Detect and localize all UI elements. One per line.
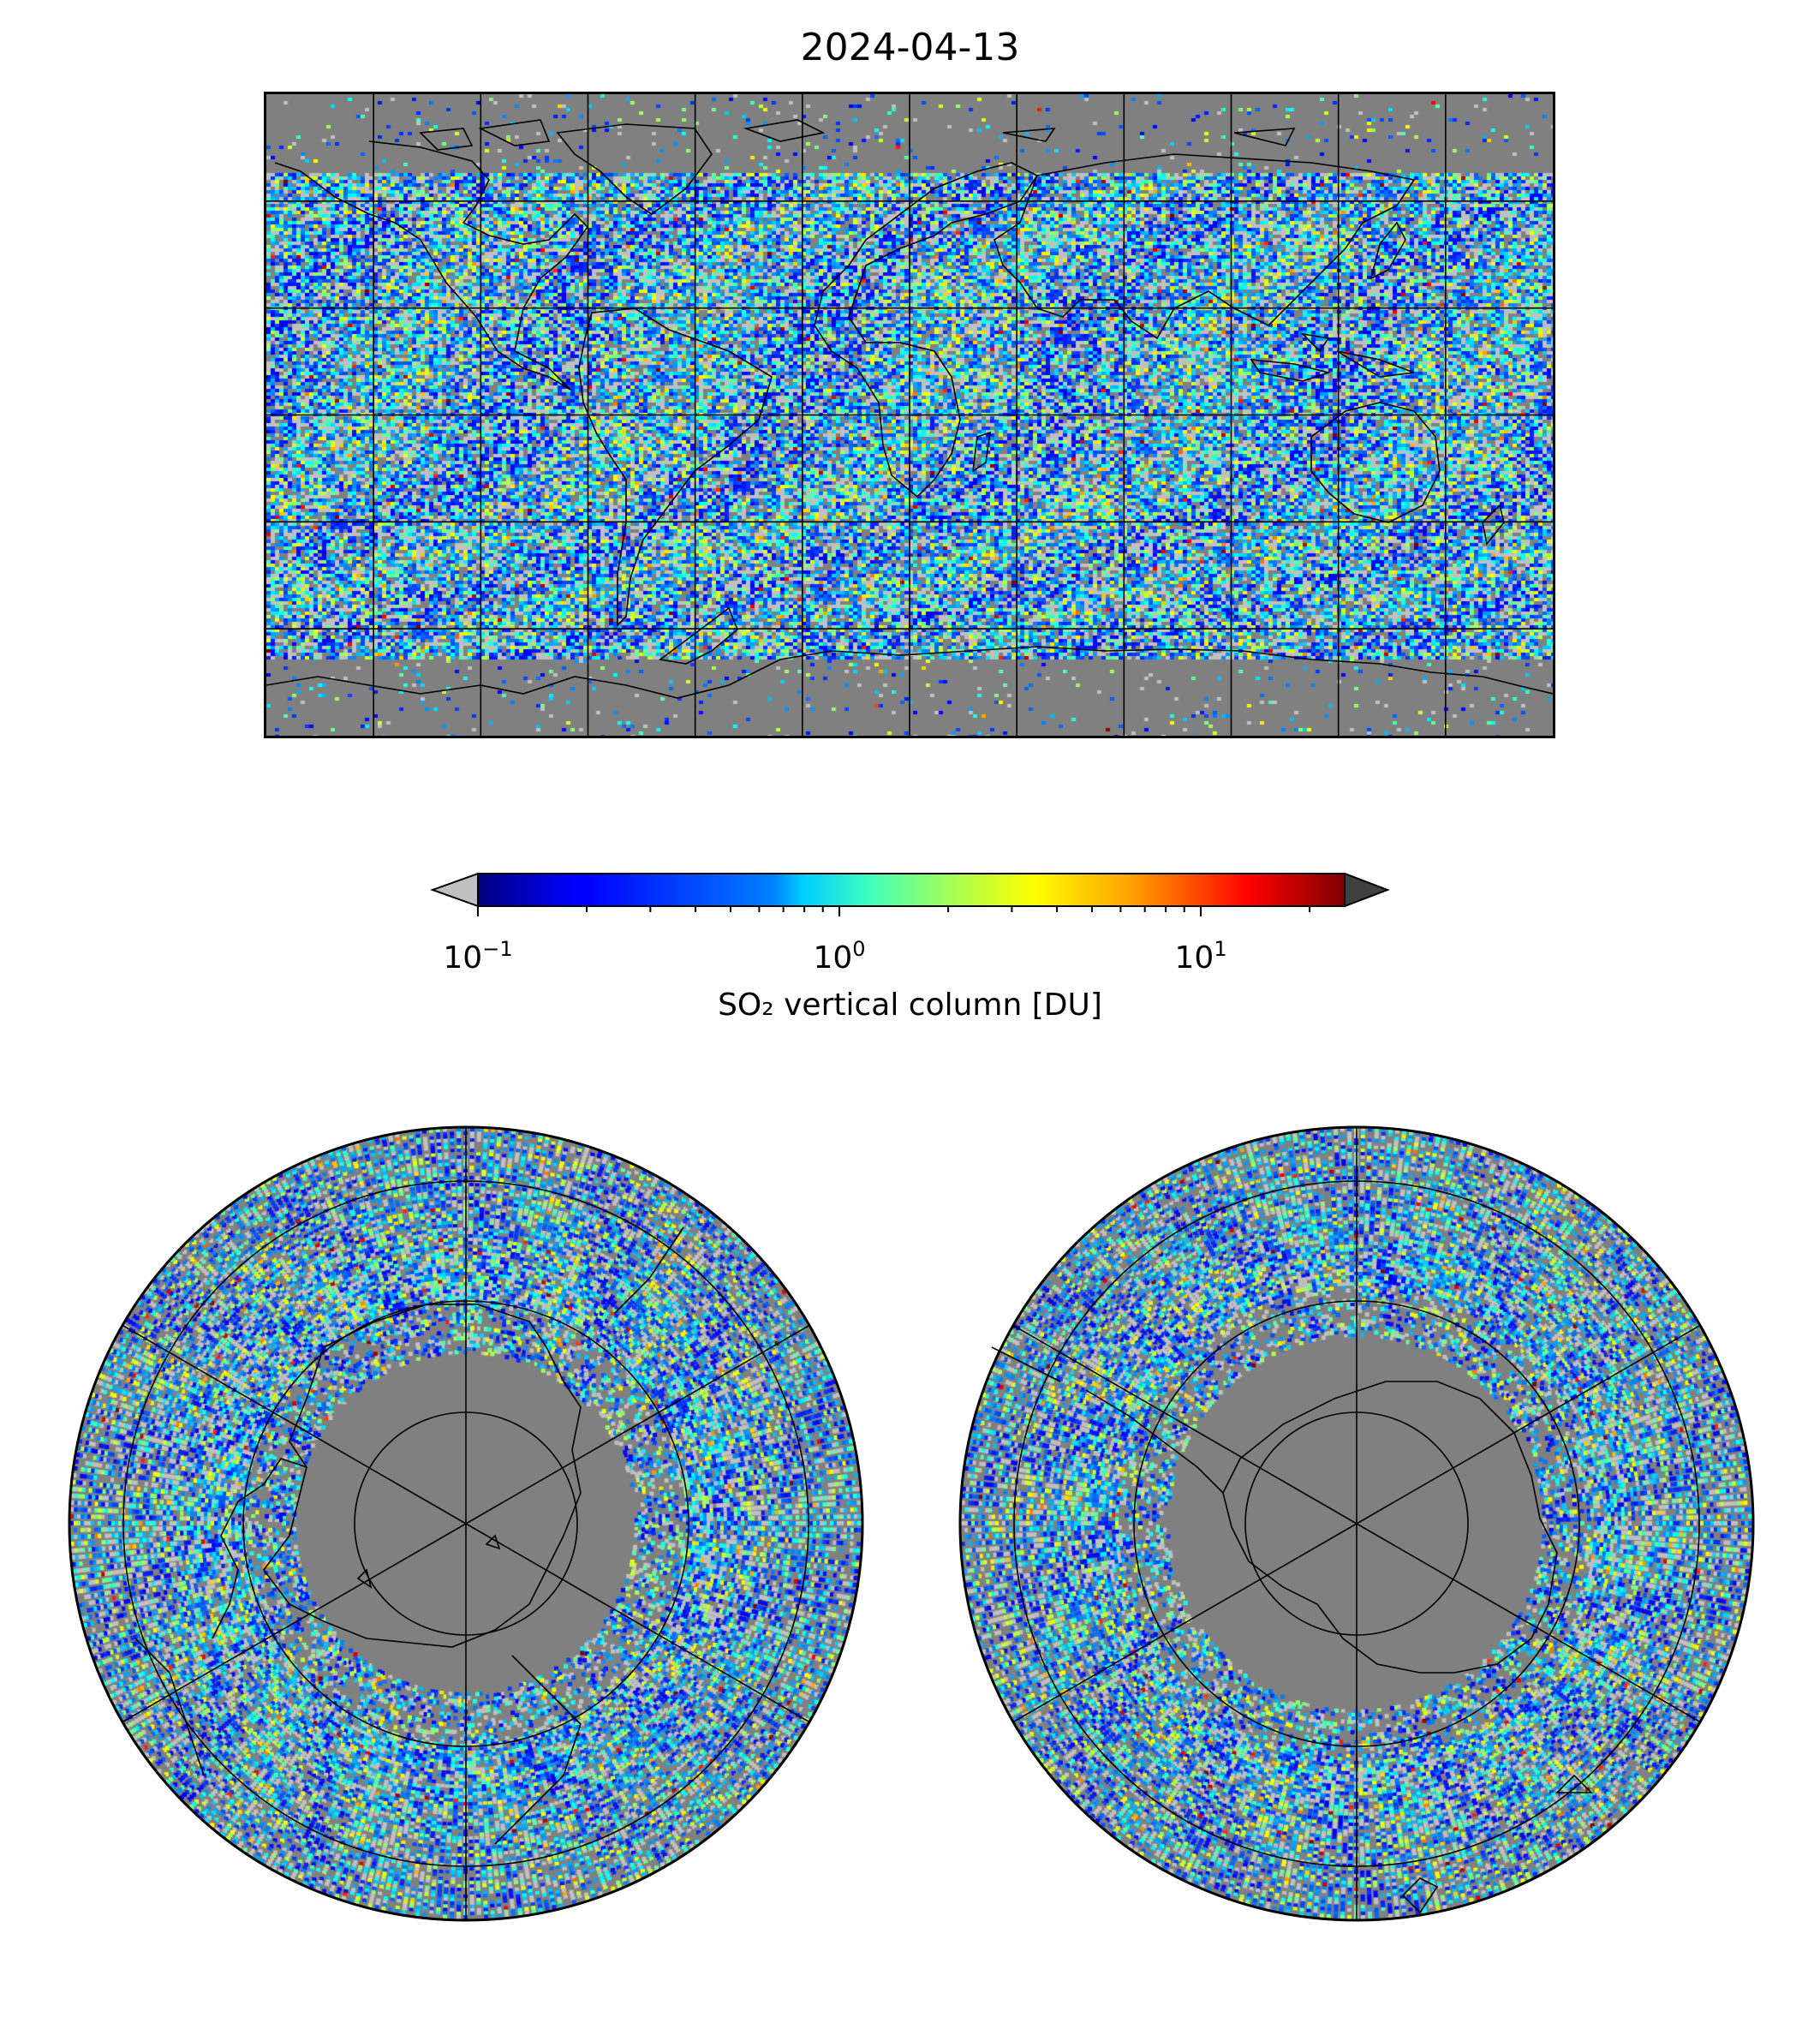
north-polar-map [67, 1125, 865, 1923]
colorbar-tick-label: 101 [1174, 937, 1227, 976]
meridian-line [465, 1324, 810, 1525]
meridian-line [1356, 1523, 1701, 1723]
meridian-line [122, 1324, 467, 1525]
meridian-line [122, 1523, 467, 1723]
global-so2-map [264, 92, 1555, 738]
coastlines [134, 1226, 684, 1845]
south-polar-overlay [958, 1125, 1755, 1922]
polar-boundary [958, 1125, 1755, 1922]
meridian-line [1356, 1324, 1701, 1525]
polar-gridlines [122, 1127, 810, 1920]
colorbar [430, 872, 1390, 916]
coastlines [266, 119, 1553, 699]
colorbar-tick-label: 10−1 [443, 937, 513, 976]
global-map-overlay [266, 94, 1553, 736]
coastlines [991, 1346, 1593, 1914]
colorbar-over-extension [1344, 872, 1390, 908]
meridian-line [1012, 1324, 1358, 1525]
colorbar-tick-label: 100 [813, 937, 866, 976]
polar-boundary [68, 1125, 864, 1922]
meridian-line [1012, 1523, 1358, 1723]
colorbar-under-extension [430, 872, 479, 908]
polar-gridlines [1012, 1127, 1701, 1920]
south-polar-map [958, 1125, 1756, 1923]
north-polar-overlay [68, 1125, 864, 1922]
colorbar-gradient [477, 873, 1346, 907]
colorbar-ticks [477, 906, 1311, 916]
colorbar-label: SO₂ vertical column [DU] [718, 988, 1102, 1023]
meridian-line [465, 1523, 810, 1723]
figure-title: 2024-04-13 [800, 26, 1020, 69]
lat-lon-gridlines [266, 94, 1553, 736]
